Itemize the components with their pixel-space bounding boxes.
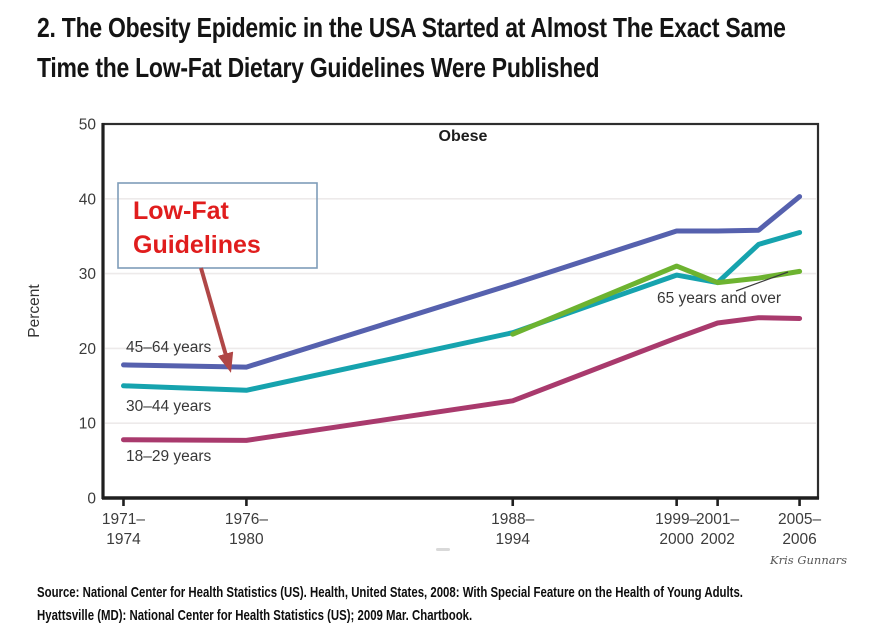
y-tick-label-0: 0 (87, 491, 96, 508)
annotation-text-line-1: Low-Fat (133, 197, 229, 225)
series-line-18-29-years (121, 315, 803, 443)
x-tick-label: 1988– 1994 (491, 511, 534, 548)
x-tick-label: 1999– 2000 (655, 511, 698, 548)
chart-title: Obese (439, 128, 488, 145)
y-tick-label-40: 40 (79, 191, 97, 208)
author-credit: Kris Gunnars (770, 553, 847, 567)
annotation-text-line-2: Guidelines (133, 231, 261, 259)
pointer-line-65-and-over (735, 271, 789, 292)
annotation-box (117, 182, 318, 269)
y-tick-label-20: 20 (79, 341, 97, 358)
x-tick-label: 2005– 2006 (778, 511, 821, 548)
figure-heading: 2. The Obesity Epidemic in the USA Start… (37, 8, 786, 88)
series-label-30-44-years: 30–44 years (126, 398, 212, 415)
series-line-65-years-and-over (510, 263, 803, 337)
x-tick-label: 2001– 2002 (696, 511, 739, 548)
series-line-30-44-years (121, 230, 803, 393)
x-tick-label: 1976– 1980 (225, 511, 268, 548)
x-tick-label: 1971– 1974 (102, 511, 145, 548)
source-citation: Source: National Center for Health Stati… (37, 581, 743, 628)
series-label-65-years-and-over: 65 years and over (657, 290, 781, 307)
scan-artifact-smudge (436, 548, 450, 551)
source-line-1: Source: National Center for Health Stati… (37, 584, 743, 601)
y-axis-title: Percent (26, 284, 43, 338)
heading-line-1: 2. The Obesity Epidemic in the USA Start… (37, 12, 786, 43)
heading-line-2: Time the Low-Fat Dietary Guidelines Were… (37, 51, 600, 83)
source-line-2: Hyattsville (MD): National Center for He… (37, 607, 473, 625)
y-tick-label-50: 50 (79, 117, 97, 134)
y-tick-label-10: 10 (79, 416, 97, 433)
series-label-45-64-years: 45–64 years (126, 339, 212, 356)
series-line-45-64-years (121, 194, 803, 370)
y-tick-label-30: 30 (79, 266, 97, 283)
series-label-18-29-years: 18–29 years (126, 448, 212, 465)
annotation-arrow (199, 267, 234, 373)
